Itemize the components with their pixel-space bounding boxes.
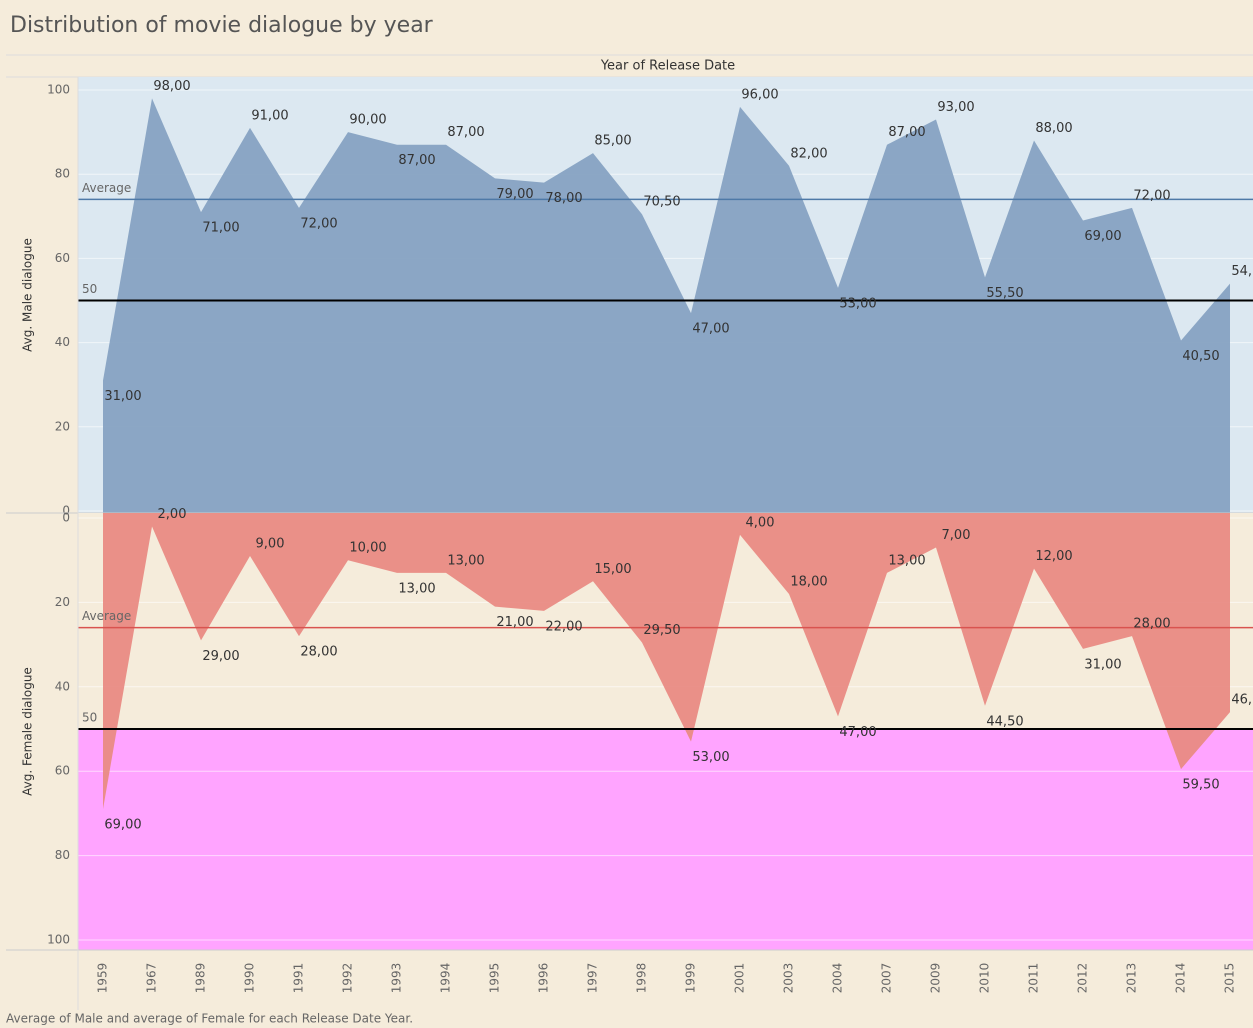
data-label: 93,00: [937, 100, 974, 115]
data-label: 29,50: [643, 623, 680, 638]
data-label: 96,00: [741, 87, 778, 102]
data-label: 28,00: [1133, 617, 1170, 632]
data-label: 72,00: [1133, 188, 1170, 203]
data-label: 13,00: [398, 581, 435, 596]
data-label: 87,00: [888, 125, 925, 140]
data-label: 13,00: [888, 553, 925, 568]
data-label: 31,00: [104, 389, 141, 404]
data-label: 22,00: [545, 619, 582, 634]
x-tick-label: 2003: [782, 963, 796, 994]
y-tick-label: 40: [55, 335, 70, 349]
reference-label: 50: [82, 282, 97, 296]
x-tick-label: 2012: [1076, 963, 1090, 994]
reference-label: Average: [82, 181, 131, 195]
y-tick-label: 0: [62, 511, 70, 525]
x-tick-label: 1993: [390, 963, 404, 994]
x-tick-label: 1989: [194, 963, 208, 994]
x-tick-label: 1967: [145, 963, 159, 994]
y-axis-title: Avg. Female dialogue: [21, 667, 35, 796]
data-label: 28,00: [300, 645, 337, 660]
data-label: 21,00: [496, 615, 533, 630]
x-tick-label: 1997: [586, 963, 600, 994]
x-tick-label: 2014: [1174, 963, 1188, 994]
data-label: 53,00: [692, 750, 729, 765]
x-axis-title: Year of Release Date: [600, 59, 735, 74]
chart-title: Distribution of movie dialogue by year: [10, 13, 434, 38]
data-label: 82,00: [790, 146, 827, 161]
y-axis-title: Avg. Male dialogue: [21, 238, 35, 352]
data-label: 10,00: [349, 541, 386, 556]
data-label: 70,50: [643, 195, 680, 210]
data-label: 12,00: [1035, 549, 1072, 564]
y-tick-label: 100: [47, 83, 70, 97]
x-tick-label: 1991: [292, 963, 306, 994]
data-label: 59,50: [1182, 778, 1219, 793]
data-label: 2,00: [158, 507, 187, 522]
footnote: Average of Male and average of Female fo…: [6, 1012, 413, 1026]
x-tick-label: 1994: [439, 963, 453, 994]
y-tick-label: 20: [55, 595, 70, 609]
y-tick-label: 80: [55, 848, 70, 862]
data-label: 31,00: [1084, 657, 1121, 672]
data-label: 69,00: [104, 818, 141, 833]
data-label: 87,00: [447, 125, 484, 140]
data-label: 87,00: [398, 153, 435, 168]
x-tick-label: 1992: [341, 963, 355, 994]
data-label: 85,00: [594, 134, 631, 149]
data-label: 79,00: [496, 187, 533, 202]
data-label: 29,00: [202, 649, 239, 664]
data-label: 47,00: [692, 322, 729, 337]
x-tick-label: 2015: [1223, 963, 1237, 994]
data-label: 4,00: [746, 515, 775, 530]
data-label: 90,00: [349, 113, 386, 128]
x-tick-label: 1996: [537, 963, 551, 994]
data-label: 13,00: [447, 553, 484, 568]
area: [103, 513, 1230, 810]
y-tick-label: 100: [47, 933, 70, 947]
data-label: 53,00: [839, 296, 876, 311]
data-label: 72,00: [300, 216, 337, 231]
x-tick-label: 1998: [635, 963, 649, 994]
y-tick-label: 20: [55, 419, 70, 433]
x-tick-label: 1999: [684, 963, 698, 994]
data-label: 78,00: [545, 191, 582, 206]
x-tick-label: 1995: [488, 963, 502, 994]
data-label: 88,00: [1035, 121, 1072, 136]
x-tick-label: 2004: [831, 963, 845, 994]
data-label: 54,00: [1231, 264, 1253, 279]
data-label: 98,00: [153, 79, 190, 94]
x-tick-label: 1990: [243, 963, 257, 994]
data-label: 15,00: [594, 562, 631, 577]
area: [103, 98, 1230, 514]
band: [78, 729, 1253, 950]
data-label: 47,00: [839, 725, 876, 740]
data-label: 44,50: [986, 714, 1023, 729]
x-tick-label: 2009: [929, 963, 943, 994]
data-label: 69,00: [1084, 229, 1121, 244]
x-tick-label: 2013: [1125, 963, 1139, 994]
reference-label: 50: [82, 711, 97, 725]
y-tick-label: 0: [62, 504, 70, 518]
data-label: 91,00: [251, 108, 288, 123]
y-tick-label: 60: [55, 764, 70, 778]
x-tick-label: 2001: [733, 963, 747, 994]
data-label: 46,00: [1231, 693, 1253, 708]
data-label: 40,50: [1182, 349, 1219, 364]
x-tick-label: 2011: [1027, 963, 1041, 994]
data-label: 7,00: [942, 528, 971, 543]
x-tick-label: 2007: [880, 963, 894, 994]
y-tick-label: 60: [55, 251, 70, 265]
y-tick-label: 40: [55, 679, 70, 693]
data-label: 71,00: [202, 221, 239, 236]
x-tick-label: 1959: [96, 963, 110, 994]
data-label: 9,00: [256, 536, 285, 551]
reference-label: Average: [82, 609, 131, 623]
y-tick-label: 80: [55, 167, 70, 181]
x-tick-label: 2010: [978, 963, 992, 994]
data-label: 55,50: [986, 286, 1023, 301]
data-label: 18,00: [790, 574, 827, 589]
